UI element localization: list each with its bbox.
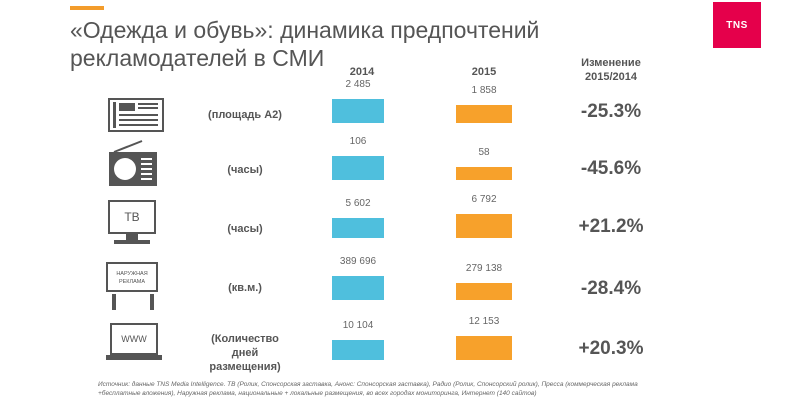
billboard-text-2: РЕКЛАМА xyxy=(118,279,146,285)
value-2014-billboard: 389 696 xyxy=(339,256,377,267)
accent-bar xyxy=(70,6,104,10)
unit-billboard: (кв.м.) xyxy=(228,282,262,294)
change-header-line-2: 2015/2014 xyxy=(585,71,637,83)
bar-2015-radio xyxy=(456,167,512,180)
unit-tv: (часы) xyxy=(227,223,263,235)
value-2014-tv: 5 602 xyxy=(345,198,371,209)
change-billboard: -28.4% xyxy=(580,278,642,299)
bar-2014-billboard xyxy=(332,276,384,300)
change-radio: -45.6% xyxy=(580,158,642,179)
change-internet: +20.3% xyxy=(578,338,644,359)
page-title: «Одежда и обувь»: динамика предпочтений … xyxy=(70,16,670,72)
change-press: -25.3% xyxy=(580,101,642,122)
title-line-1: «Одежда и обувь»: динамика предпочтений xyxy=(70,17,540,43)
laptop-screen: WWW xyxy=(110,323,158,355)
value-2014-press: 2 485 xyxy=(345,79,371,90)
bar-2015-tv xyxy=(456,214,512,238)
press-icon xyxy=(108,98,164,132)
value-2014-radio: 106 xyxy=(349,136,367,147)
bar-2015-billboard xyxy=(456,283,512,300)
tv-icon: ТВ xyxy=(108,200,156,246)
tns-logo: TNS xyxy=(713,2,761,48)
change-tv: +21.2% xyxy=(578,216,644,237)
bar-2014-press xyxy=(332,99,384,123)
value-2015-internet: 12 153 xyxy=(468,316,500,327)
column-header-2015: 2015 xyxy=(471,66,497,78)
value-2014-internet: 10 104 xyxy=(342,320,374,331)
unit-internet: (Количество дней размещения) xyxy=(209,333,281,373)
value-2015-radio: 58 xyxy=(478,147,490,158)
value-2015-press: 1 858 xyxy=(471,85,497,96)
unit-press: (площадь А2) xyxy=(208,109,282,121)
billboard-text-1: НАРУЖНАЯ xyxy=(116,271,148,277)
bar-2014-tv xyxy=(332,218,384,238)
bar-2015-press xyxy=(456,105,512,123)
title-line-2: рекламодателей в СМИ xyxy=(70,45,325,71)
column-header-change: Изменение 2015/2014 xyxy=(556,56,666,84)
tv-screen: ТВ xyxy=(108,200,156,234)
column-header-2014: 2014 xyxy=(349,66,375,78)
bar-2014-internet xyxy=(332,340,384,360)
billboard-icon: НАРУЖНАЯ РЕКЛАМА xyxy=(106,262,162,310)
value-2015-billboard: 279 138 xyxy=(465,263,503,274)
unit-radio: (часы) xyxy=(227,164,263,176)
bar-2015-internet xyxy=(456,336,512,360)
value-2015-tv: 6 792 xyxy=(471,194,497,205)
change-header-line-1: Изменение xyxy=(581,57,641,69)
radio-icon xyxy=(109,140,157,186)
source-note: Источник: данные TNS Media Intelligence.… xyxy=(98,381,638,397)
internet-icon: WWW xyxy=(106,323,162,363)
bar-2014-radio xyxy=(332,156,384,180)
